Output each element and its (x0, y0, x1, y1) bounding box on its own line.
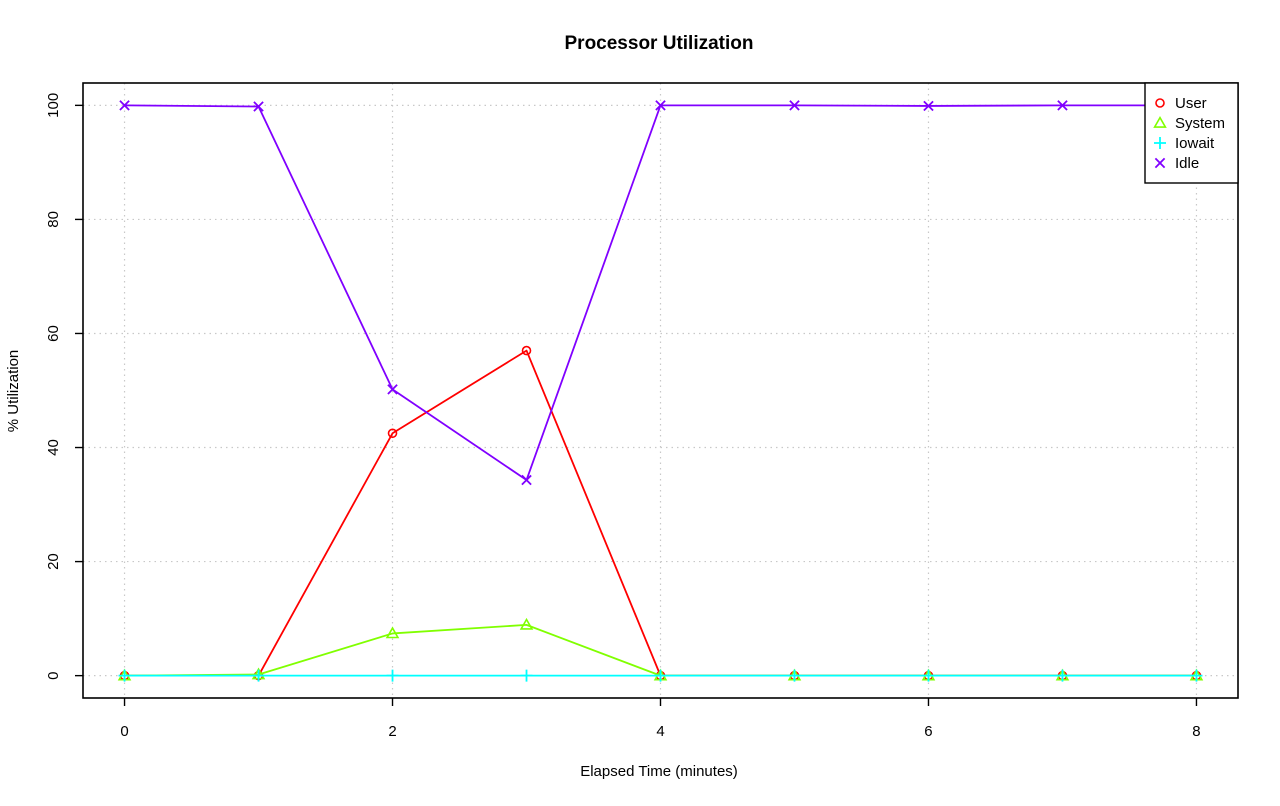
data-point-iowait (386, 669, 399, 682)
y-tick-label: 60 (45, 325, 62, 342)
data-point-iowait (252, 669, 265, 682)
chart-title: Processor Utilization (565, 33, 754, 54)
x-tick-label: 6 (924, 723, 932, 740)
data-point-idle (253, 101, 264, 112)
x-tick-label: 4 (656, 723, 664, 740)
data-point-iowait (520, 669, 533, 682)
legend: User System Iowait Idle (1144, 82, 1239, 184)
x-tick-label: 8 (1192, 723, 1200, 740)
data-point-iowait (118, 669, 131, 682)
data-point-idle (119, 100, 130, 111)
data-point-iowait (654, 669, 667, 682)
data-point-iowait (1056, 669, 1069, 682)
series-layer (117, 100, 1204, 682)
legend-marker-idle (1154, 157, 1166, 169)
y-tick-label: 0 (45, 671, 62, 679)
grid-lines (83, 83, 1238, 698)
x-tick-label: 0 (120, 723, 128, 740)
series-iowait (118, 669, 1203, 682)
legend-label-idle: Idle (1175, 155, 1199, 172)
x-tick-label: 2 (388, 723, 396, 740)
data-point-idle (655, 100, 666, 111)
legend-label-user: User (1175, 95, 1207, 112)
legend-label-system: System (1175, 115, 1225, 132)
data-point-user (521, 345, 532, 356)
data-point-user (387, 428, 398, 439)
data-point-system (519, 617, 534, 630)
data-point-iowait (788, 669, 801, 682)
legend-marker-user (1155, 98, 1165, 108)
data-point-idle (521, 474, 532, 486)
x-axis-label: Elapsed Time (minutes) (580, 763, 738, 780)
data-point-iowait (1190, 669, 1203, 682)
data-point-system (385, 626, 400, 639)
data-point-idle (387, 384, 398, 395)
y-tick-label: 20 (45, 553, 62, 570)
y-tick-label: 100 (45, 93, 62, 118)
data-point-idle (923, 100, 934, 112)
y-axis-label: % Utilization (5, 350, 22, 433)
legend-label-iowait: Iowait (1175, 135, 1215, 152)
y-tick-label: 40 (45, 439, 62, 456)
data-point-iowait (922, 669, 935, 682)
legend-marker-iowait (1154, 137, 1166, 149)
data-point-idle (1057, 100, 1068, 111)
data-point-idle (789, 100, 800, 111)
y-tick-label: 80 (45, 211, 62, 228)
legend-marker-system (1153, 115, 1167, 128)
